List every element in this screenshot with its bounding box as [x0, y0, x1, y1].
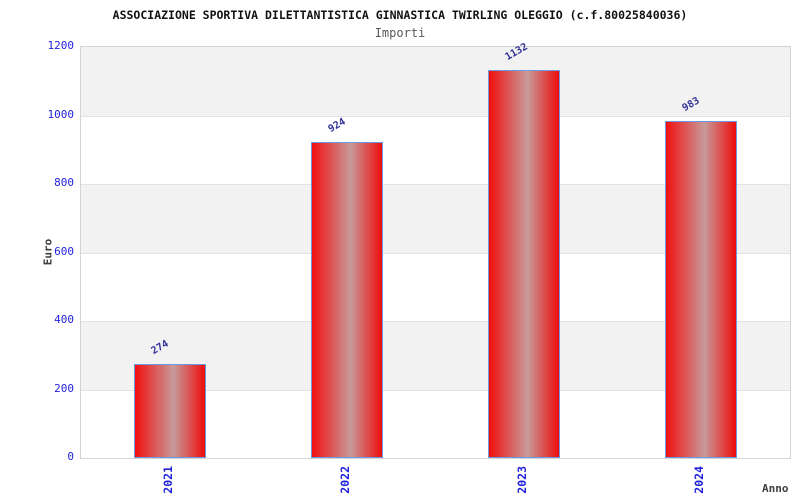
gridline: [81, 321, 790, 322]
bar-2024[interactable]: [665, 121, 738, 458]
y-tick-label: 800: [54, 176, 74, 189]
y-tick-label: 200: [54, 381, 74, 395]
x-tick-label-2022: 2022: [337, 466, 352, 494]
y-tick-label: 0: [67, 450, 74, 463]
gridline: [81, 184, 790, 185]
x-tick-label-2024: 2024: [692, 466, 707, 494]
plot-area: 274 924 1132 983: [80, 42, 791, 459]
bar-2022[interactable]: [310, 141, 383, 458]
y-tick-label: 1000: [47, 107, 75, 121]
plot-band: [81, 47, 790, 116]
gridline: [81, 115, 790, 117]
x-axis-title: Anno: [762, 482, 789, 495]
y-tick-label: 600: [54, 244, 74, 258]
y-axis-title: Euro: [41, 238, 55, 266]
x-tick-label-2023: 2023: [515, 466, 530, 494]
gridline: [81, 389, 790, 391]
bar-2023[interactable]: [488, 70, 561, 458]
gridline: [81, 252, 790, 254]
y-tick-label: 400: [54, 313, 74, 326]
bar-2021[interactable]: [133, 364, 206, 458]
y-tick-label: 1200: [47, 39, 75, 52]
x-tick-label-2021: 2021: [160, 466, 175, 494]
chart-title: ASSOCIAZIONE SPORTIVA DILETTANTISTICA GI…: [112, 8, 688, 22]
chart-subtitle: Importi: [374, 26, 426, 40]
